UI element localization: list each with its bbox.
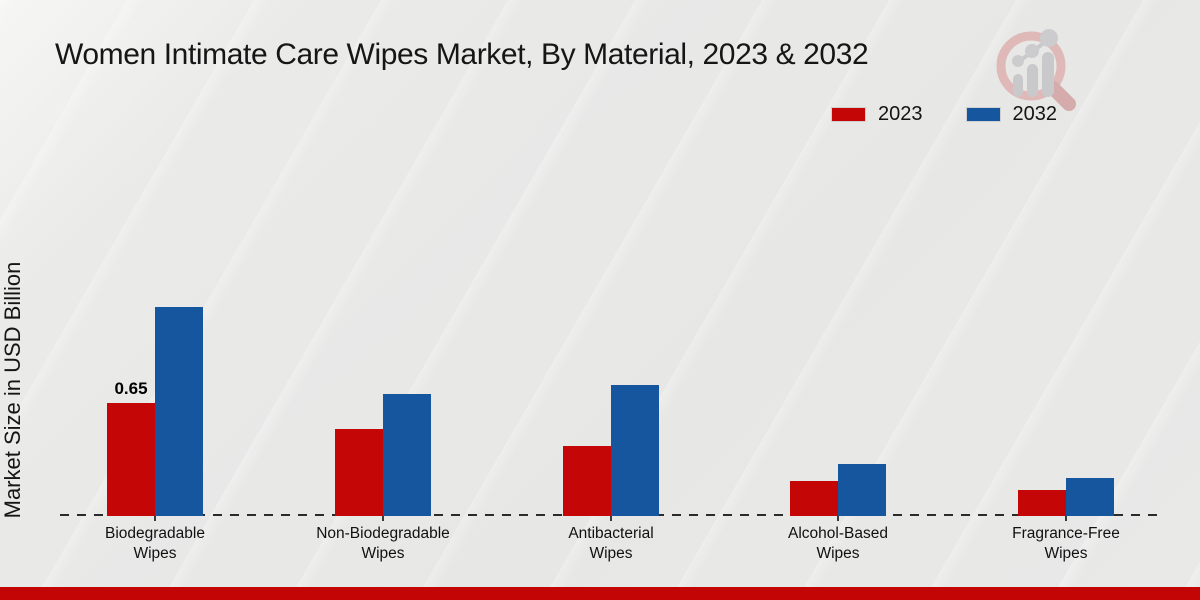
magnifier-growth-chart-logo <box>990 26 1086 117</box>
y-axis-label: Market Size in USD Billion <box>0 261 25 519</box>
legend-label-2023: 2023 <box>878 103 923 125</box>
bar-2023-alcohol-based-wipes <box>790 481 838 516</box>
bar-2032-alcohol-based-wipes <box>838 464 886 516</box>
category-label-biodegradable-wipes: Biodegradable Wipes <box>105 525 205 562</box>
bar-2023-non-biodegradable-wipes <box>335 429 383 516</box>
bar-2023-biodegradable-wipes <box>107 403 155 516</box>
data-label-2023-biodegradable-wipes: 0.65 <box>114 379 148 398</box>
bar-2032-antibacterial-wipes <box>611 385 659 516</box>
x-axis-tick <box>154 516 156 521</box>
bar-2023-fragrance-free-wipes <box>1018 490 1066 516</box>
legend-item-2023: 2023 <box>832 103 923 126</box>
category-label-non-biodegradable-wipes: Non-Biodegradable Wipes <box>316 525 450 562</box>
x-axis-tick <box>837 516 839 521</box>
category-label-fragrance-free-wipes: Fragrance-Free Wipes <box>1012 525 1120 562</box>
bar-2032-biodegradable-wipes <box>155 307 203 516</box>
bar-2032-non-biodegradable-wipes <box>383 394 431 516</box>
legend: 2023 2032 <box>832 103 1057 126</box>
bottom-accent-strip <box>0 587 1200 600</box>
chart-title: Women Intimate Care Wipes Market, By Mat… <box>55 38 869 71</box>
legend-swatch-2023 <box>832 108 865 121</box>
x-axis-tick <box>382 516 384 521</box>
legend-label-2032: 2032 <box>1012 103 1058 125</box>
x-axis-tick <box>1065 516 1067 521</box>
category-label-antibacterial-wipes: Antibacterial Wipes <box>568 525 654 562</box>
bar-2023-antibacterial-wipes <box>563 446 611 516</box>
logo-magnifier-handle <box>1046 81 1076 111</box>
legend-swatch-2032 <box>966 108 1000 121</box>
x-axis-tick <box>610 516 612 521</box>
category-label-alcohol-based-wipes: Alcohol-Based Wipes <box>788 525 888 562</box>
legend-item-2032: 2032 <box>966 103 1058 126</box>
bar-2032-fragrance-free-wipes <box>1066 478 1114 516</box>
